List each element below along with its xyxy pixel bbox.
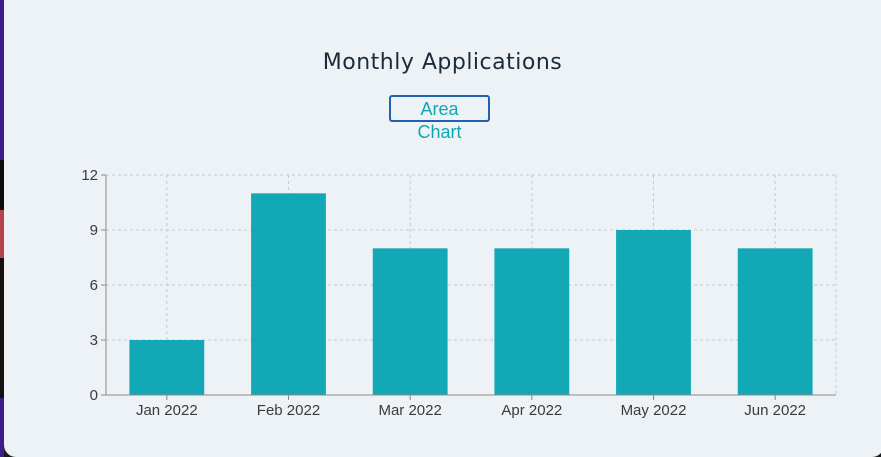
bars (129, 193, 813, 395)
bar-jun-2022 (737, 248, 813, 395)
grid-lines (106, 174, 837, 395)
chart-card: Monthly Applications Area Chart 0 3 6 9 12 Ja… (4, 0, 881, 457)
x-tick-label: Mar 2022 (378, 402, 441, 419)
y-tick-label: 12 (81, 167, 98, 184)
bar-chart: 0 3 6 9 12 Jan 2022 Feb 2022 Mar 2022 Apr 2022 Ma… (81, 167, 837, 419)
x-tick-label: May 2022 (621, 402, 687, 419)
left-edge-strip (0, 0, 4, 457)
x-tick-label: Jan 2022 (136, 402, 198, 419)
bar-mar-2022 (372, 248, 448, 395)
y-tick-label: 3 (90, 332, 98, 349)
bar-jan-2022 (129, 340, 205, 395)
chart-title: Monthly Applications (322, 50, 563, 75)
tick-labels: 0 3 6 9 12 Jan 2022 Feb 2022 Mar 2022 Apr 2022 Ma… (81, 167, 806, 419)
y-tick-label: 0 (90, 387, 98, 404)
bar-feb-2022 (251, 193, 326, 395)
x-tick-label: Jun 2022 (744, 402, 806, 419)
y-tick-label: 9 (90, 222, 98, 239)
y-tick-label: 6 (90, 277, 98, 294)
x-tick-label: Apr 2022 (501, 402, 562, 419)
axes (101, 174, 836, 400)
area-chart-toggle-button[interactable]: Area Chart (389, 95, 490, 142)
x-tick-label: Feb 2022 (257, 402, 320, 419)
bar-may-2022 (616, 230, 691, 395)
bar-apr-2022 (494, 248, 570, 395)
